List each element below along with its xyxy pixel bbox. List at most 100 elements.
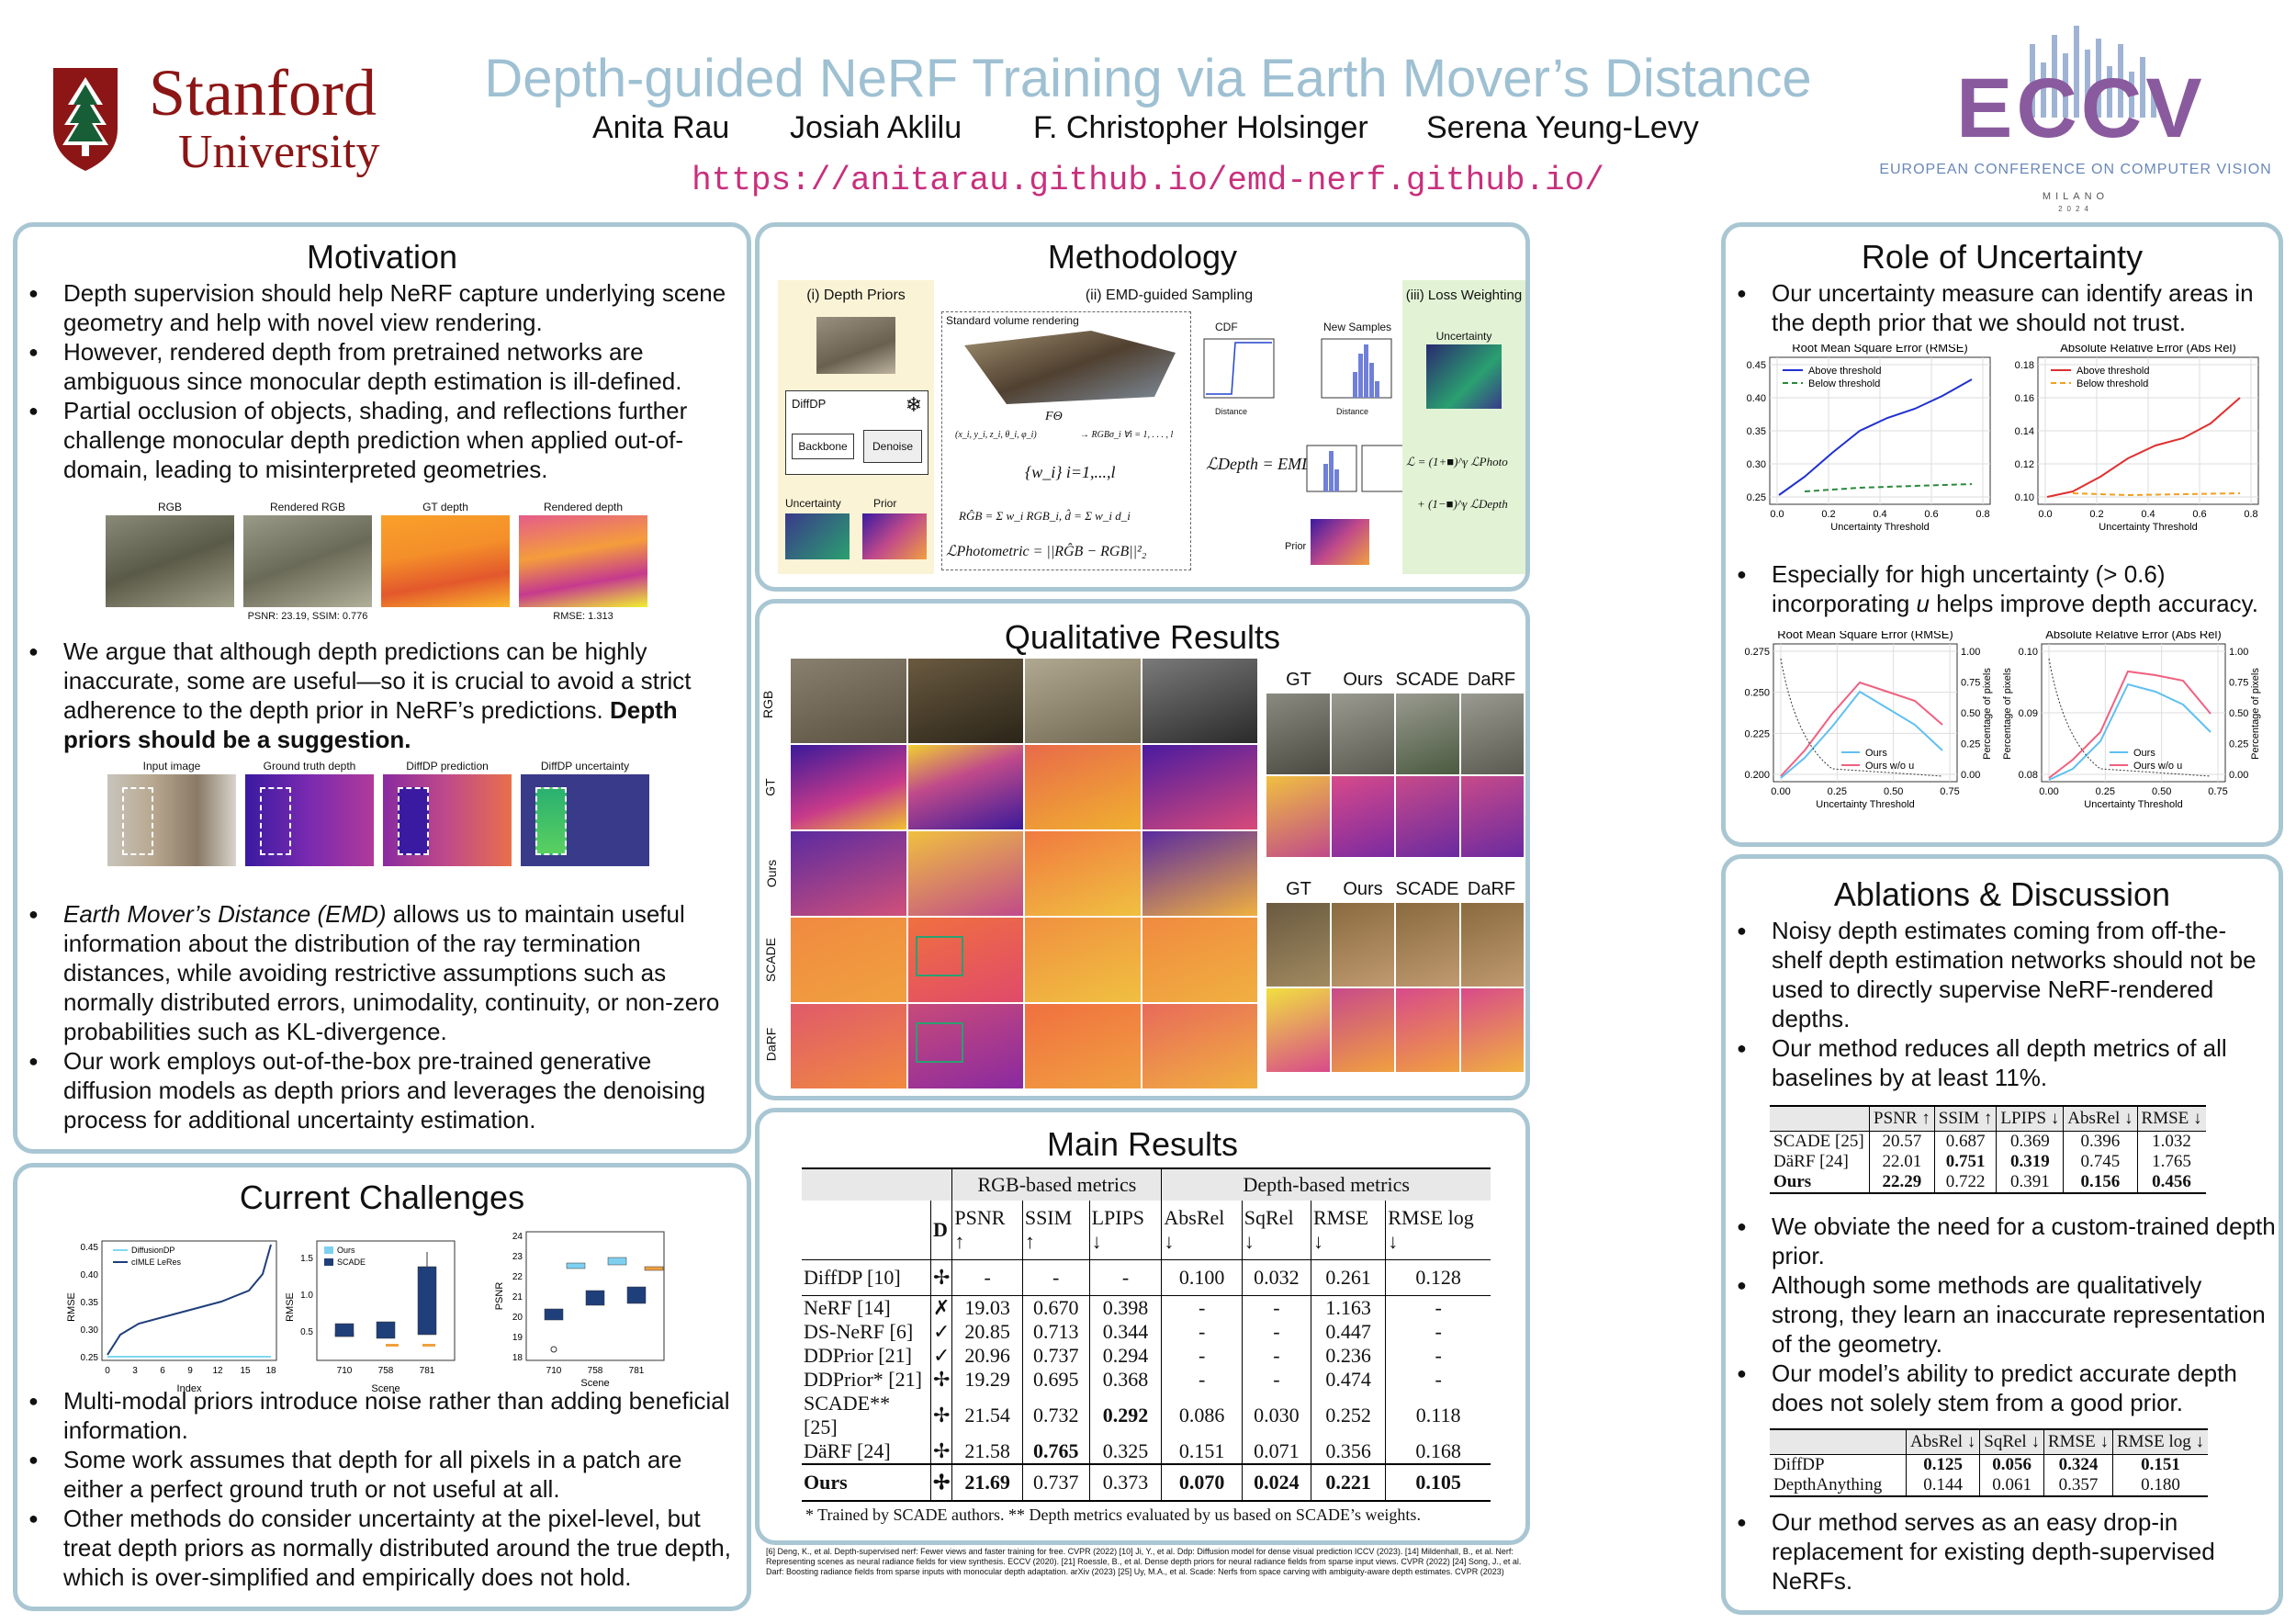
list-item: Our work employs out-of-the-box pre-trai… [27,1046,738,1134]
psnr-caption: PSNR: 23.19, SSIM: 0.776 [247,611,368,622]
box-ours [566,1262,586,1269]
chart-title: Absolute Relative Error (Abs Rel) [2045,631,2221,641]
ablation-table-2: AbsRel ↓ SqRel ↓ RMSE ↓ RMSE log ↓ DiffD… [1770,1428,2208,1497]
uncertainty-chart-absrel: 0.18 0.16 0.14 0.12 0.10 0.0 0.2 0.4 0.6 0.8 Absol… [2015,344,2259,533]
table-cell: 0.030 [1241,1392,1311,1439]
tick-label: 18 [265,1366,276,1376]
tick-label: 0.6 [2192,509,2206,520]
table-cell: 0.292 [1088,1392,1162,1439]
table-cell: ✓ [929,1320,952,1344]
legend-label: Ours w/o u [2133,761,2182,772]
table-cell: 0.745 [2063,1152,2138,1172]
table-cell: ✢ [929,1439,952,1464]
author-2: Josiah Aklilu [790,110,962,145]
motivation-bullets-3: Earth Mover’s Distance (EMD) allows us t… [27,899,738,1134]
column-header: RMSE log ↓ [1385,1201,1491,1260]
table-cell: 19.29 [951,1368,1023,1392]
list-item: Earth Mover’s Distance (EMD) allows us t… [27,899,738,1046]
series-line [1778,378,1973,496]
qualitative-grid-right-bottom: GT Ours SCADE DaRF [1266,879,1524,1072]
table-cell: 0.086 [1161,1392,1243,1439]
tick-label: 19 [512,1333,523,1343]
table-cell: - [1161,1320,1243,1344]
series-line [1780,690,1943,779]
tick-label: 0.25 [81,1353,99,1363]
table-cell: 0.368 [1088,1368,1162,1392]
table-cell: 0.474 [1310,1368,1386,1392]
new-samples-histogram [1321,338,1392,399]
emphasis-text: Earth Mover’s Distance (EMD) [63,900,387,928]
rgb-image [106,515,234,607]
table-cell: 0.324 [2043,1454,2113,1475]
list-item: Depth supervision should help NeRF captu… [27,278,738,337]
table-cell: 20.57 [1869,1131,1935,1152]
tick-label: 0.08 [2019,770,2038,781]
table-cell: - [1241,1368,1311,1392]
uncertainty-map [1426,344,1502,409]
stanford-logo: Stanford University [50,56,435,189]
table-cell: 0.396 [2063,1131,2138,1152]
rendered-depth-image [519,515,647,607]
tick-label: 0.25 [1828,786,1847,797]
table-cell: 0.118 [1385,1392,1491,1439]
table-cell: 0.071 [1241,1439,1311,1464]
tick-label: 0.10 [2019,647,2038,658]
axis-label: RMSE [285,1292,296,1322]
table-row: DS-NeRF [6] ✓ 20.85 0.713 0.344- -0.447- [802,1320,1491,1344]
university-name-2: University [178,126,380,178]
table-cell: 0.319 [1996,1152,2064,1172]
emphasis-text: Depth priors should be a suggestion. [63,696,678,753]
column-header: LPIPS ↓ [1996,1106,2064,1132]
eq-rgb: RĜB = Σ w_i RGB_i, d̂ = Σ w_i d_i [959,509,1131,523]
legend-label: Ours w/o u [1865,761,1914,772]
table-row: Ours ✢ 21.69 0.737 0.373 0.070 0.024 0.221 0.105 [802,1464,1491,1501]
image-grid [1266,694,1524,857]
box-ours [644,1266,664,1271]
tick-label: 1.00 [1961,647,1980,658]
tick-label: 24 [512,1232,523,1242]
project-url[interactable]: https://anitarau.github.io/emd-nerf.gith… [692,162,1604,199]
tick-label: 0.35 [81,1298,99,1308]
tick-label: 0.25 [2229,739,2248,750]
tick-label: 0.30 [1747,459,1766,470]
column-header: AbsRel ↓ [1905,1429,1980,1455]
ablations-bullets-1: Noisy depth estimates coming from off-th… [1735,916,2277,1092]
column-header: AbsRel ↓ [1161,1201,1243,1260]
axis-label: PSNR [494,1282,505,1311]
tick-label: 0.10 [2015,492,2034,503]
prior-map [862,513,927,559]
tick-label: 0.5 [300,1327,313,1337]
table-cell: 0.751 [1933,1152,1997,1172]
eq-f: FΘ [1045,410,1063,423]
rendered-rgb-image [243,515,372,607]
list-item: Our uncertainty measure can identify are… [1735,278,2268,337]
tick-label: 0.40 [81,1270,99,1280]
table-cell: 22.29 [1869,1172,1935,1193]
author-4: Serena Yeung-Levy [1426,110,1699,145]
tick-label: 0.25 [2096,786,2115,797]
column-header: SSIM ↑ [1933,1106,1997,1132]
table-cell: 1.032 [2136,1131,2206,1152]
backbone-box: Backbone [792,434,854,459]
references: [6] Deng, K., et al. Depth-supervised ne… [766,1547,1522,1576]
tick-label: 0.0 [2038,509,2052,520]
eccv-year: 2024 [2058,205,2093,213]
axis-label: Percentage of pixels [2002,668,2013,760]
column-header: LPIPS ↓ [1088,1201,1162,1260]
tick-label: 6 [160,1366,165,1376]
series-line-cimle [107,1244,272,1356]
table-cell: 0.070 [1161,1464,1243,1501]
tick-label: 20 [512,1313,523,1323]
table-cell: 20.96 [951,1344,1023,1368]
table-cell: 0.765 [1021,1439,1090,1464]
stanford-tree-icon [53,68,118,171]
series-line [2072,492,2241,497]
col-label: SCADE [1395,670,1459,690]
snowflake-icon: ❄ [905,393,922,416]
figure-rendering-comparison: RGB Rendered RGB GT depth Rendered depth… [106,501,657,629]
tick-label: 22 [512,1272,523,1282]
uncertainty-label: Uncertainty [1435,330,1492,343]
table-cell: 21.69 [951,1464,1023,1501]
section-label: (iii) Loss Weighting [1405,288,1523,303]
